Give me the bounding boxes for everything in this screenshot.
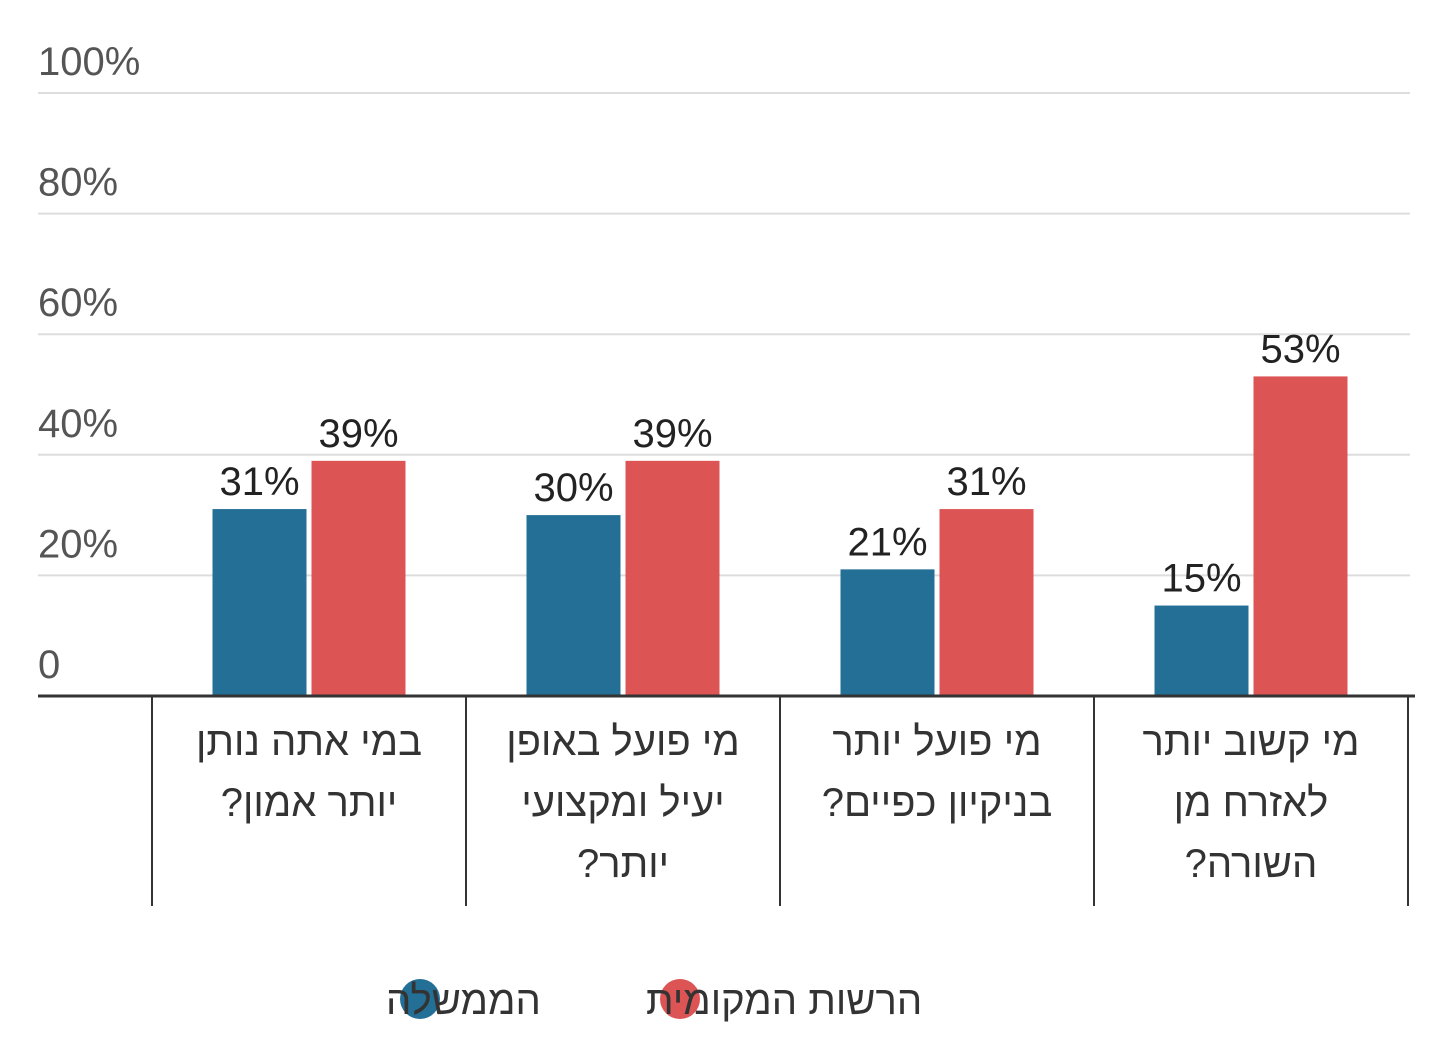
legend-label: הרשות המקומית [646,979,922,1023]
x-tick-label: מי פועל יותר בניקיון כפיים? [821,720,1053,825]
value-label: 21% [847,520,927,564]
value-label: 31% [219,460,299,504]
x-tick-label: מי קשוב יותר לאזרח מן השורה? [1142,720,1360,886]
y-tick-label: 20% [38,522,118,566]
bar [1154,605,1249,696]
bar [625,460,720,696]
x-tick-label: מי פועל באופן יעיל ומקצועי יותר? [506,720,740,886]
bar [840,569,935,696]
y-tick-label: 0 [38,643,60,687]
value-label: 31% [946,460,1026,504]
bar [1253,376,1348,696]
value-label: 30% [533,466,613,510]
value-label: 39% [318,412,398,456]
value-label: 39% [632,412,712,456]
y-tick-label: 40% [38,402,118,446]
value-label: 53% [1260,327,1340,371]
bar [212,509,307,696]
bar [311,460,406,696]
legend-marker [660,979,700,1019]
y-tick-label: 60% [38,281,118,325]
bar [939,509,1034,696]
x-tick-label: במי אתה נותן יותר אמון? [195,720,423,825]
bar [526,515,621,696]
y-tick-label: 80% [38,161,118,205]
value-label: 15% [1161,557,1241,601]
legend-marker [400,979,440,1019]
y-tick-label: 100% [38,40,140,84]
legend-label: הממשלה [386,979,541,1023]
